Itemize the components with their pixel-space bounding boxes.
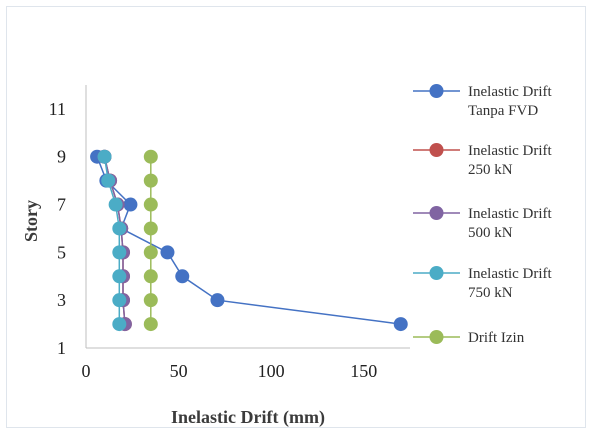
legend-label: Inelastic Drift xyxy=(468,84,553,100)
data-point xyxy=(101,173,116,188)
legend-label: Inelastic Drift xyxy=(468,266,553,282)
x-axis-title: Inelastic Drift (mm) xyxy=(171,407,325,428)
chart-frame xyxy=(6,6,586,428)
data-point xyxy=(112,317,127,332)
legend-item: Inelastic Drift 250 kN xyxy=(413,143,553,178)
legend-label: Drift Izin xyxy=(468,330,525,346)
y-axis-title: Story xyxy=(21,200,41,242)
x-tick-label: 0 xyxy=(82,361,91,381)
data-point xyxy=(143,269,158,284)
legend-marker xyxy=(429,330,444,344)
data-point xyxy=(112,269,127,284)
data-point xyxy=(143,173,158,188)
legend-item: Inelastic Drift 750 kN xyxy=(413,266,553,301)
y-tick-label: 7 xyxy=(57,195,66,215)
data-point xyxy=(143,245,158,260)
legend-marker xyxy=(429,266,444,280)
data-point xyxy=(143,197,158,212)
series-1 xyxy=(90,149,408,332)
data-point xyxy=(112,221,127,236)
data-point xyxy=(108,197,123,212)
y-tick-label: 5 xyxy=(57,242,66,262)
series-layer xyxy=(90,149,408,332)
data-point xyxy=(97,149,112,164)
legend-marker xyxy=(429,206,444,220)
series-4 xyxy=(97,149,127,332)
y-tick-label: 11 xyxy=(49,99,66,119)
legend-marker xyxy=(429,84,444,98)
legend-item: Inelastic Drift Tanpa FVD xyxy=(413,84,553,119)
data-point xyxy=(112,293,127,308)
x-tick-label: 50 xyxy=(170,361,188,381)
data-point xyxy=(112,245,127,260)
legend-label: 250 kN xyxy=(468,162,513,178)
y-tick-label: 1 xyxy=(57,338,66,358)
legend-item: Drift Izin xyxy=(413,330,525,346)
legend-marker xyxy=(429,143,444,157)
legend: Inelastic Drift Tanpa FVD Inelastic Drift 2… xyxy=(413,84,553,346)
data-point xyxy=(175,269,190,284)
series-line xyxy=(96,156,401,325)
legend-label: Inelastic Drift xyxy=(468,206,553,222)
data-point xyxy=(123,197,138,212)
legend-label: Inelastic Drift xyxy=(468,143,553,159)
data-point xyxy=(143,149,158,164)
x-tick-label: 100 xyxy=(258,361,285,381)
data-point xyxy=(143,221,158,236)
series-5 xyxy=(143,149,158,332)
legend-label: 750 kN xyxy=(468,285,513,301)
x-tick-label: 150 xyxy=(350,361,377,381)
legend-label: 500 kN xyxy=(468,225,513,241)
y-tick-label: 3 xyxy=(57,290,66,310)
axes: 0 50 100 150 1 3 5 7 9 11 xyxy=(49,85,410,381)
y-tick-label: 9 xyxy=(57,147,66,167)
legend-label: Tanpa FVD xyxy=(468,103,538,119)
data-point xyxy=(160,245,175,260)
data-point xyxy=(210,293,225,308)
data-point xyxy=(143,317,158,332)
data-point xyxy=(393,317,408,332)
legend-item: Inelastic Drift 500 kN xyxy=(413,206,553,241)
data-point xyxy=(143,293,158,308)
